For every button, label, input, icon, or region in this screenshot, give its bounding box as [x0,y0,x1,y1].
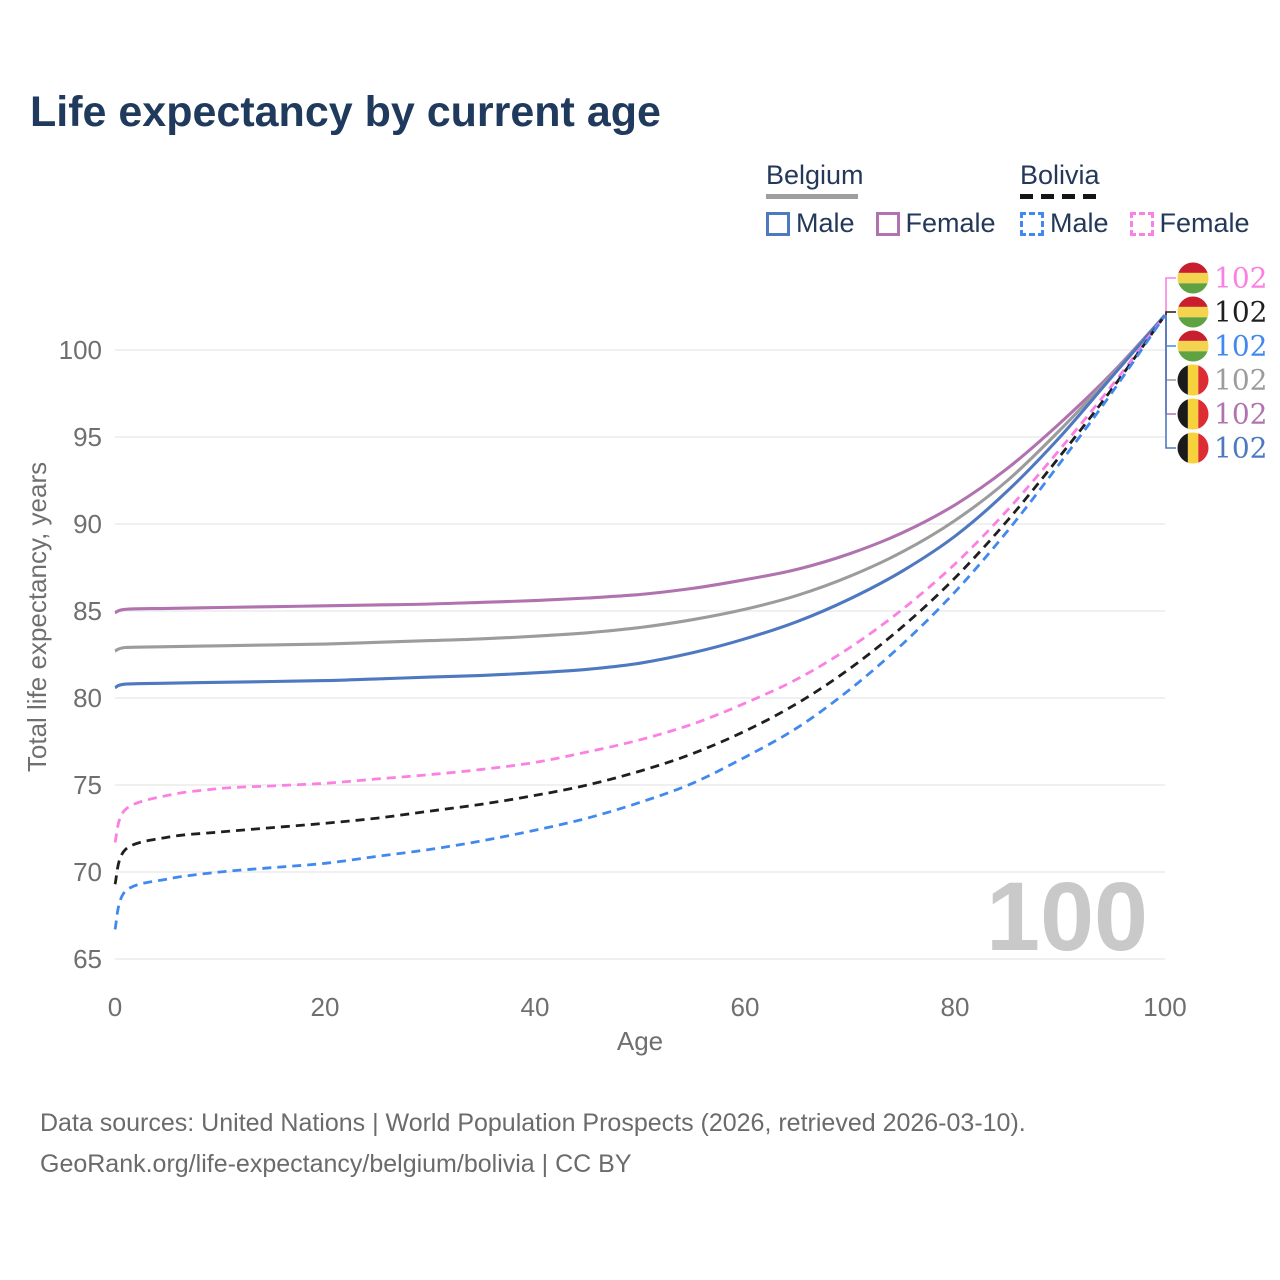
bolivia-flag-icon [1177,330,1209,362]
x-tick-label: 80 [941,992,970,1022]
legend-item-label: Female [905,208,996,238]
series-line-belgium-male [114,314,1167,690]
x-tick-label: 40 [521,992,550,1022]
legend-item-label: Female [1159,208,1250,238]
x-tick-label: 100 [1143,992,1186,1022]
y-tick-label: 90 [73,509,102,539]
end-value-label: 102 [1214,364,1267,397]
end-value-label: 102 [1214,330,1267,363]
end-value-label: 102 [1214,262,1267,295]
leader-line [1165,277,1176,316]
series-line-bolivia-female [113,314,1167,843]
belgium-male-swatch-icon [766,211,790,236]
belgium-flag-icon [1177,398,1209,430]
legend-item-bolivia-female[interactable]: Female [1129,208,1250,239]
leader-line [1165,315,1176,381]
end-value-label: 102 [1214,296,1267,329]
series-line-bolivia-male [113,314,1167,930]
legend-item-bolivia-male[interactable]: Male [1020,208,1109,239]
footer: Data sources: United Nations | World Pop… [40,1103,1026,1185]
series-line-belgium-both [114,314,1167,653]
leader-line [1165,311,1176,316]
leader-line [1165,315,1176,347]
x-tick-label: 20 [311,992,340,1022]
legend-item-label: Male [796,208,855,238]
y-tick-label: 95 [73,422,102,452]
leader-line [1165,315,1176,415]
x-tick-label: 60 [731,992,760,1022]
bolivia-flag-icon [1177,296,1209,328]
legend-item-label: Male [1050,208,1109,238]
legend-country-belgium: Belgium [766,160,864,190]
page-title: Life expectancy by current age [30,88,661,136]
series-line-bolivia-both [113,314,1167,885]
bolivia-dashed-line-sample [1020,194,1100,199]
legend-item-belgium-female[interactable]: Female [875,208,996,239]
end-value-label: 102 [1214,398,1267,431]
y-tick-label: 70 [73,857,102,887]
legend-country-bolivia: Bolivia [1020,160,1100,190]
y-tick-label: 80 [73,683,102,713]
x-tick-label: 0 [108,992,122,1022]
legend-group-belgium: Belgium Male Female [766,160,996,239]
legend-group-bolivia: Bolivia Male Female [1020,160,1250,239]
y-tick-label: 100 [59,335,102,365]
leader-line [1165,315,1176,449]
belgium-flag-icon [1177,432,1209,464]
bolivia-flag-icon [1177,262,1209,294]
bolivia-male-swatch-icon [1020,211,1044,236]
age-watermark: 100 [986,862,1148,971]
y-tick-label: 85 [73,596,102,626]
y-tick-label: 65 [73,944,102,974]
bolivia-female-swatch-icon [1129,211,1154,236]
y-tick-label: 75 [73,770,102,800]
data-sources-text: Data sources: United Nations | World Pop… [40,1109,1026,1137]
end-value-label: 102 [1214,432,1267,465]
series-line-belgium-female [114,314,1167,615]
belgium-flag-icon [1177,364,1209,396]
legend: Belgium Male Female Bolivia Male Female [0,160,1280,250]
attribution-text: GeoRank.org/life-expectancy/belgium/boli… [40,1150,632,1178]
belgium-female-swatch-icon [875,211,900,236]
legend-item-belgium-male[interactable]: Male [766,208,855,239]
y-axis-title: Total life expectancy, years [22,462,52,772]
x-axis-title: Age [617,1026,663,1056]
belgium-solid-line-sample [766,194,858,199]
